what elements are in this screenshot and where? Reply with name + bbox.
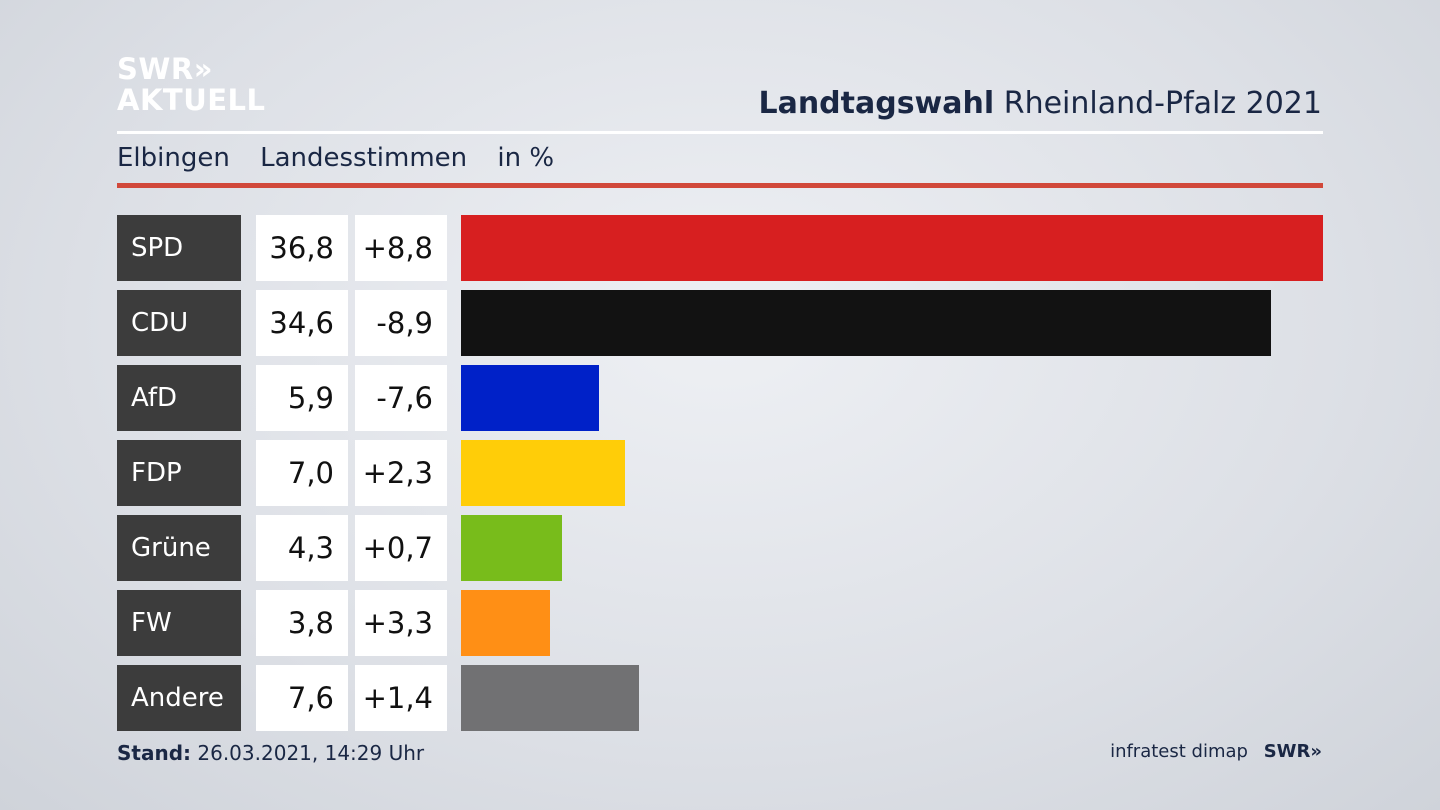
vote-share-bar: [461, 365, 599, 431]
party-label: AfD: [117, 365, 241, 431]
vote-type-label: Landesstimmen: [260, 143, 468, 173]
vote-share-bar: [461, 290, 1271, 356]
chart-subheader: Elbingen Landesstimmen in %: [117, 143, 576, 173]
vote-share-bar: [461, 440, 625, 506]
header-divider: [117, 131, 1323, 134]
vote-share-value: 4,3: [256, 515, 348, 581]
vote-share-bar: [461, 515, 562, 581]
source-label: infratest dimap: [1110, 741, 1248, 762]
stand-value: 26.03.2021, 14:29 Uhr: [197, 741, 425, 765]
vote-share-bar: [461, 590, 550, 656]
vote-share-value: 3,8: [256, 590, 348, 656]
title-rest: Rheinland-Pfalz 2021: [1003, 86, 1322, 121]
vote-change-value: +3,3: [355, 590, 447, 656]
vote-share-bar: [461, 665, 639, 731]
stand-label: Stand:: [117, 741, 192, 765]
vote-change-value: -8,9: [355, 290, 447, 356]
logo-line-1: SWR»: [117, 52, 213, 86]
logo-line-2: AKTUELL: [117, 83, 266, 117]
chart-title: Landtagswahl Rheinland-Pfalz 2021: [758, 86, 1322, 121]
party-label: SPD: [117, 215, 241, 281]
vote-share-value: 34,6: [256, 290, 348, 356]
party-label: FW: [117, 590, 241, 656]
party-label: Grüne: [117, 515, 241, 581]
party-label: CDU: [117, 290, 241, 356]
vote-share-value: 36,8: [256, 215, 348, 281]
swr-aktuell-logo: SWR» AKTUELL: [117, 54, 266, 116]
party-label: FDP: [117, 440, 241, 506]
vote-share-value: 7,6: [256, 665, 348, 731]
accent-divider: [117, 183, 1323, 188]
vote-change-value: +2,3: [355, 440, 447, 506]
vote-share-bar: [461, 215, 1323, 281]
party-label: Andere: [117, 665, 241, 731]
vote-change-value: +1,4: [355, 665, 447, 731]
swr-brand: SWR»: [1263, 741, 1322, 762]
vote-change-value: -7,6: [355, 365, 447, 431]
timestamp: Stand: 26.03.2021, 14:29 Uhr: [117, 741, 424, 765]
unit-label: in %: [497, 143, 555, 173]
vote-change-value: +0,7: [355, 515, 447, 581]
vote-share-value: 5,9: [256, 365, 348, 431]
source-credit: infratest dimap SWR»: [1110, 741, 1322, 762]
vote-share-value: 7,0: [256, 440, 348, 506]
title-bold: Landtagswahl: [758, 86, 995, 121]
vote-change-value: +8,8: [355, 215, 447, 281]
region-label: Elbingen: [117, 143, 230, 173]
